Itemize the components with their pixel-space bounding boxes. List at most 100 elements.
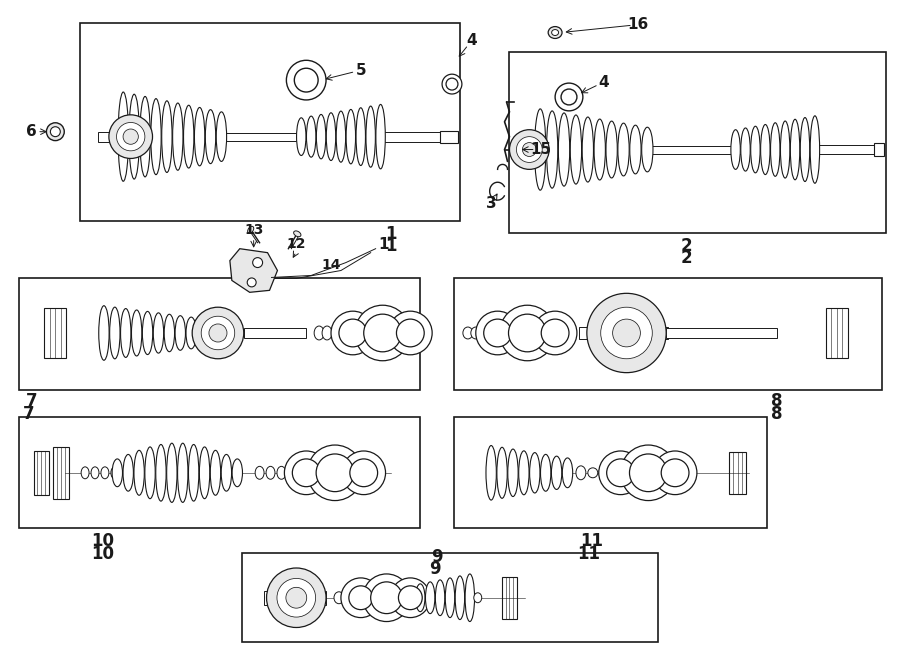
Bar: [80, 23, 460, 221]
Ellipse shape: [134, 450, 144, 495]
Ellipse shape: [621, 445, 676, 500]
Ellipse shape: [341, 578, 381, 618]
Ellipse shape: [571, 115, 581, 184]
Bar: [98, 132, 128, 142]
Text: 10: 10: [92, 532, 114, 550]
Ellipse shape: [355, 305, 410, 361]
Text: 15: 15: [531, 142, 552, 157]
Ellipse shape: [548, 26, 562, 38]
Text: 2: 2: [680, 237, 692, 255]
Ellipse shape: [508, 449, 518, 496]
Ellipse shape: [366, 106, 375, 167]
Ellipse shape: [518, 451, 529, 495]
Ellipse shape: [188, 444, 199, 501]
Ellipse shape: [339, 319, 366, 347]
Ellipse shape: [751, 126, 760, 173]
Bar: [643, 146, 742, 154]
Ellipse shape: [50, 126, 60, 136]
Ellipse shape: [307, 116, 316, 157]
Ellipse shape: [151, 99, 161, 175]
Ellipse shape: [662, 459, 689, 487]
Ellipse shape: [552, 456, 562, 489]
Ellipse shape: [364, 314, 401, 352]
Ellipse shape: [176, 316, 185, 350]
Ellipse shape: [541, 454, 551, 491]
Ellipse shape: [123, 129, 139, 144]
Ellipse shape: [760, 124, 770, 175]
Ellipse shape: [558, 113, 570, 186]
Ellipse shape: [473, 592, 482, 602]
Ellipse shape: [534, 311, 577, 355]
Bar: [579, 327, 668, 339]
Ellipse shape: [582, 117, 593, 182]
Ellipse shape: [471, 327, 481, 339]
Text: 5: 5: [356, 63, 366, 77]
Ellipse shape: [371, 582, 402, 614]
Ellipse shape: [129, 94, 140, 179]
Ellipse shape: [446, 578, 454, 618]
Bar: [53, 447, 69, 498]
Ellipse shape: [562, 458, 572, 488]
Ellipse shape: [123, 454, 133, 491]
Text: 6: 6: [26, 124, 37, 139]
Text: 8: 8: [771, 405, 783, 424]
Text: 4: 4: [598, 75, 609, 89]
Text: 4: 4: [466, 33, 477, 48]
Ellipse shape: [741, 128, 751, 171]
Ellipse shape: [349, 586, 373, 610]
Text: 2: 2: [680, 249, 692, 267]
Text: 10: 10: [92, 545, 114, 563]
Bar: [509, 52, 886, 233]
Ellipse shape: [517, 136, 542, 162]
Ellipse shape: [142, 311, 153, 355]
Ellipse shape: [153, 313, 164, 353]
Ellipse shape: [166, 444, 177, 502]
Ellipse shape: [101, 467, 109, 479]
Ellipse shape: [508, 314, 546, 352]
Ellipse shape: [552, 30, 559, 36]
Ellipse shape: [790, 119, 800, 180]
Ellipse shape: [587, 293, 666, 373]
Text: 7: 7: [22, 405, 34, 424]
Ellipse shape: [293, 231, 301, 237]
Ellipse shape: [200, 447, 210, 498]
Ellipse shape: [426, 582, 435, 614]
Ellipse shape: [316, 454, 354, 492]
Ellipse shape: [455, 576, 464, 620]
Bar: [19, 279, 420, 389]
Ellipse shape: [800, 118, 810, 181]
Ellipse shape: [110, 307, 120, 359]
Ellipse shape: [186, 317, 196, 349]
Ellipse shape: [156, 444, 166, 501]
Ellipse shape: [337, 111, 346, 162]
Ellipse shape: [331, 311, 374, 355]
Ellipse shape: [253, 258, 263, 267]
Ellipse shape: [47, 122, 64, 140]
Ellipse shape: [529, 453, 540, 493]
Ellipse shape: [286, 587, 307, 608]
Ellipse shape: [342, 451, 385, 495]
Ellipse shape: [286, 60, 326, 100]
Ellipse shape: [211, 450, 220, 495]
Ellipse shape: [535, 109, 546, 190]
Ellipse shape: [618, 123, 629, 176]
Bar: [264, 591, 326, 604]
Bar: [440, 130, 458, 142]
Text: 11: 11: [580, 532, 603, 550]
Bar: [222, 132, 311, 140]
Text: 1: 1: [385, 237, 396, 255]
Ellipse shape: [221, 454, 231, 491]
Ellipse shape: [164, 314, 175, 352]
Ellipse shape: [99, 306, 109, 360]
Ellipse shape: [613, 319, 641, 347]
Ellipse shape: [314, 326, 324, 340]
Ellipse shape: [463, 327, 473, 339]
Ellipse shape: [284, 451, 328, 495]
Ellipse shape: [810, 116, 820, 183]
Ellipse shape: [399, 586, 422, 610]
Ellipse shape: [389, 311, 432, 355]
Text: 7: 7: [26, 393, 38, 410]
Ellipse shape: [546, 111, 558, 188]
Ellipse shape: [576, 466, 586, 480]
Bar: [666, 328, 778, 338]
